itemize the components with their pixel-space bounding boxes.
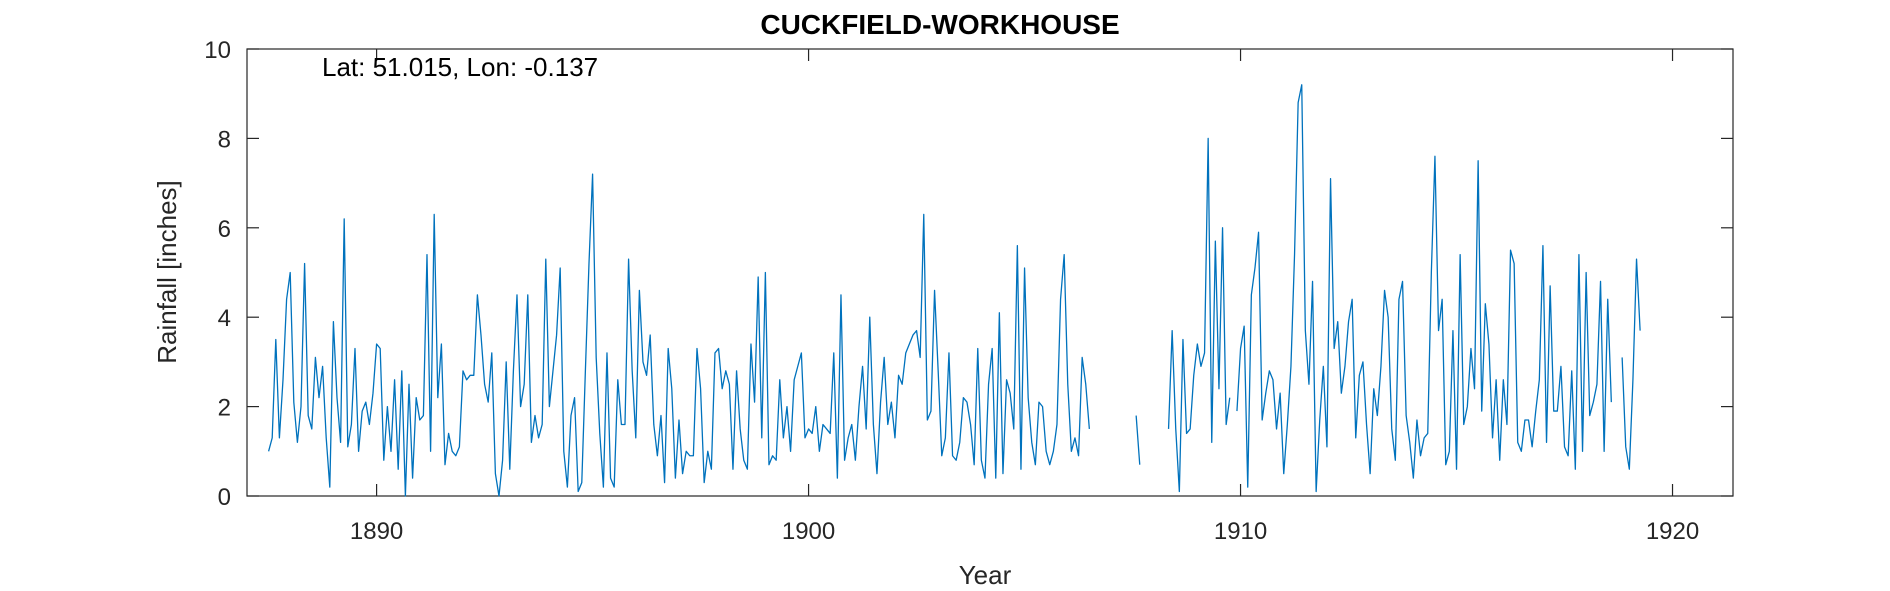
y-tick-label: 6 [218, 216, 231, 243]
plot-frame [246, 48, 1734, 497]
y-axis-ticks: 0 2 4 6 8 10 [204, 37, 1733, 511]
lat-lon-annotation: Lat: 51.015, Lon: -0.137 [322, 52, 598, 82]
x-axis-ticks: 1890 1900 1910 1920 [350, 49, 1699, 545]
y-tick-label: 10 [204, 37, 231, 64]
y-tick-label: 4 [218, 305, 231, 332]
x-tick-label: 1890 [350, 518, 403, 545]
rainfall-line [267, 84, 1641, 497]
y-tick-label: 0 [218, 484, 231, 511]
y-tick-label: 2 [218, 395, 231, 422]
x-tick-label: 1920 [1646, 518, 1699, 545]
rainfall-series [267, 84, 1641, 497]
y-axis-label: Rainfall [inches] [152, 180, 182, 364]
y-tick-label: 8 [218, 126, 231, 153]
x-tick-label: 1900 [782, 518, 835, 545]
x-tick-label: 1910 [1214, 518, 1267, 545]
axes-box [246, 48, 1734, 497]
chart-title: CUCKFIELD-WORKHOUSE [760, 9, 1119, 40]
x-axis-label: Year [959, 560, 1012, 590]
